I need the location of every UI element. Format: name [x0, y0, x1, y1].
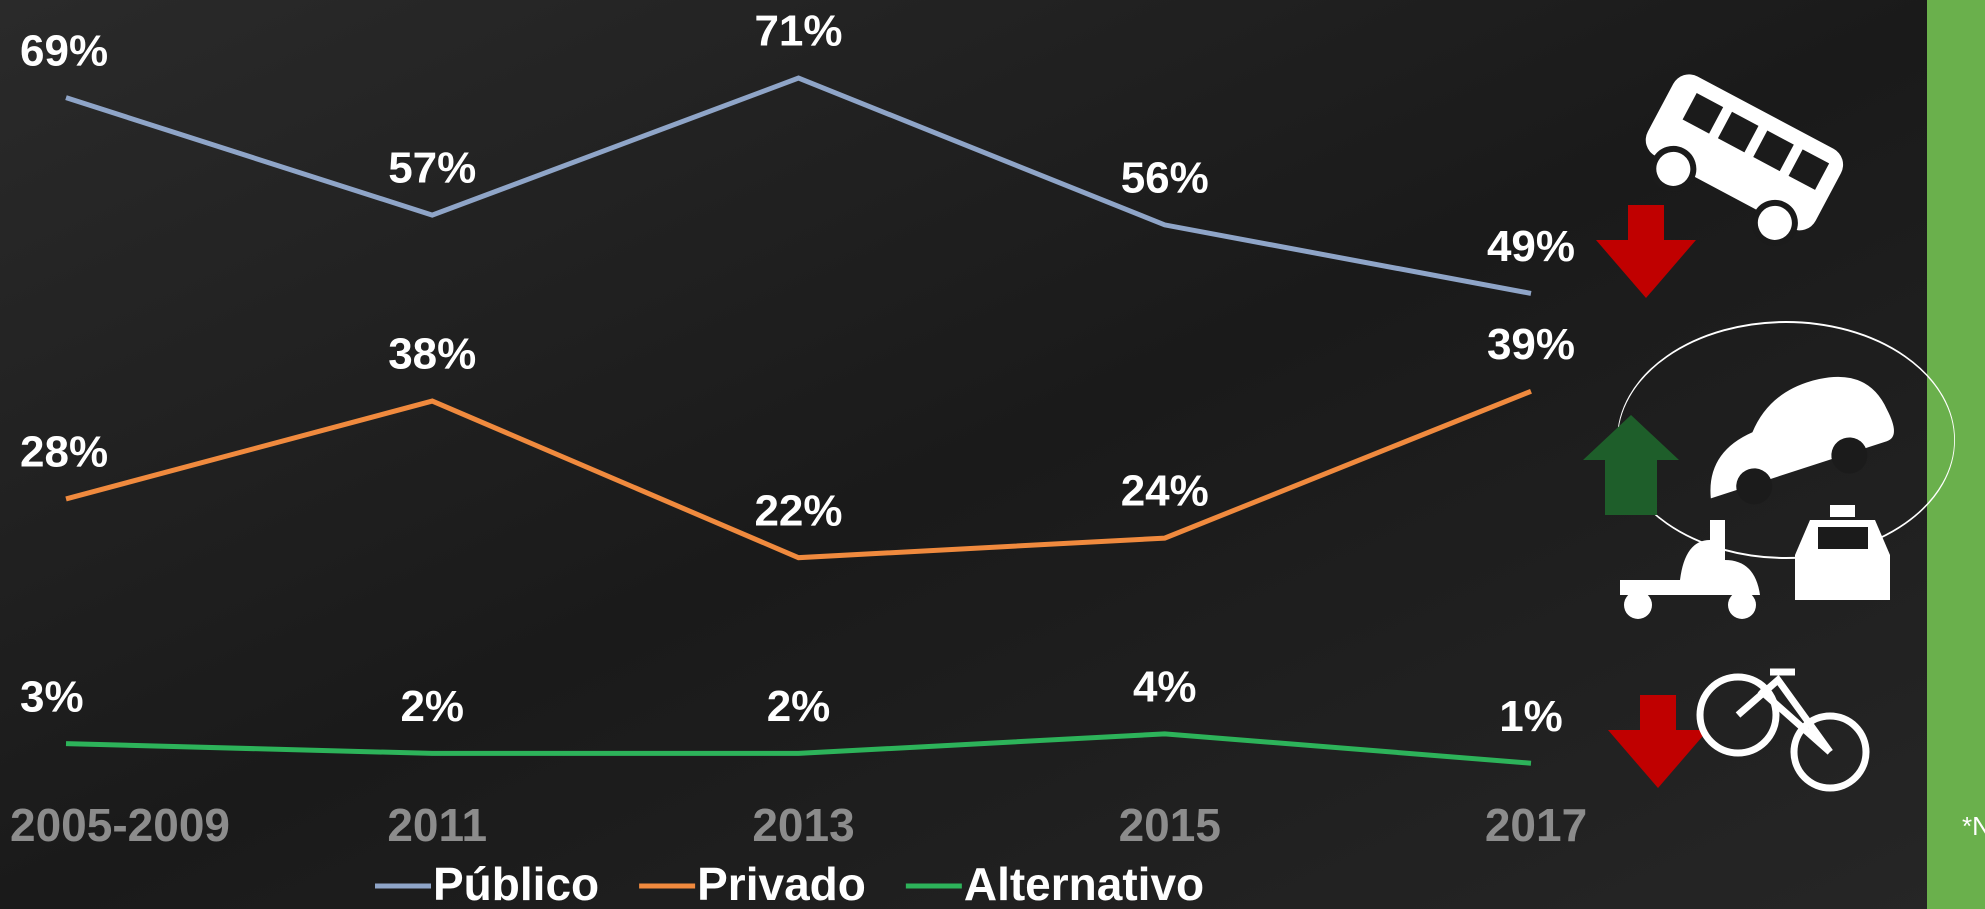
data-label: 28% [20, 428, 108, 477]
data-label: 4% [1133, 662, 1197, 711]
data-label: 39% [1487, 320, 1575, 369]
data-label: 1% [1499, 692, 1563, 741]
note: *N [1962, 811, 1985, 841]
x-tick-label: 2005-2009 [10, 799, 230, 851]
legend-label: Privado [697, 858, 866, 909]
data-label: 38% [388, 330, 476, 379]
data-label: 71% [754, 7, 842, 56]
x-tick-label: 2013 [752, 799, 854, 851]
data-label: 2% [400, 682, 464, 731]
data-label: 2% [767, 682, 831, 731]
data-label: 24% [1121, 467, 1209, 516]
data-label: 49% [1487, 222, 1575, 271]
legend-label: Alternativo [964, 858, 1204, 909]
x-tick-label: 2011 [387, 799, 487, 851]
x-tick-label: 2017 [1485, 799, 1587, 851]
side-panel [1927, 0, 1985, 909]
data-label: 22% [754, 486, 842, 535]
x-tick-label: 2015 [1119, 799, 1221, 851]
chart: *N 2005-2009 2011 2013 2015 2017 69% 57% 71% 56%… [0, 0, 1985, 909]
data-label: 57% [388, 144, 476, 193]
legend-label: Público [433, 858, 599, 909]
data-label: 69% [20, 26, 108, 75]
data-label: 3% [20, 672, 84, 721]
data-label: 56% [1121, 154, 1209, 203]
page: {"chart_data": {"type": "line", "categor… [0, 0, 1985, 909]
